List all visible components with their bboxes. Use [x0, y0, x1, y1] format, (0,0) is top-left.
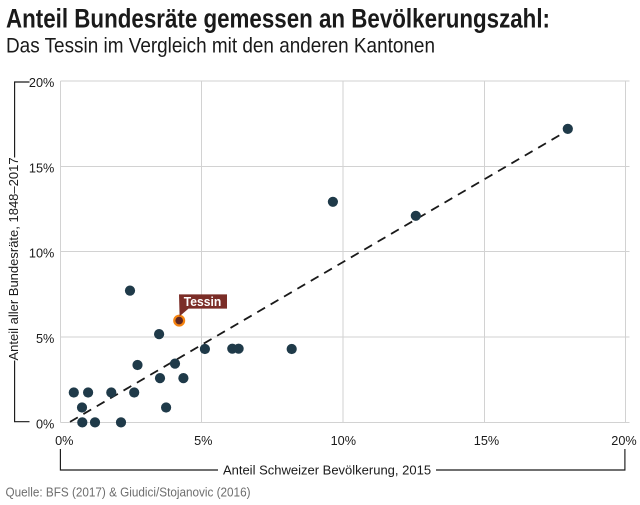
svg-text:5%: 5% [194, 434, 212, 448]
svg-text:Anteil Schweizer Bevölkerung,: Anteil Schweizer Bevölkerung, 2015 [223, 463, 431, 478]
svg-text:20%: 20% [29, 76, 54, 90]
svg-text:15%: 15% [29, 161, 54, 175]
svg-text:Das Tessin im Vergleich mit de: Das Tessin im Vergleich mit den anderen … [6, 35, 435, 58]
svg-text:10%: 10% [29, 247, 54, 261]
svg-text:Quelle: BFS (2017) & Giudici/S: Quelle: BFS (2017) & Giudici/Stojanovic … [6, 486, 251, 500]
svg-text:Tessin: Tessin [184, 294, 222, 309]
svg-text:0%: 0% [36, 417, 54, 431]
svg-text:0%: 0% [55, 434, 73, 448]
svg-text:20%: 20% [611, 434, 636, 448]
svg-text:10%: 10% [331, 434, 356, 448]
svg-text:Anteil Bundesräte gemessen an: Anteil Bundesräte gemessen an Bevölkerun… [6, 4, 550, 34]
svg-text:5%: 5% [36, 332, 54, 346]
svg-text:Anteil aller Bundesräte, 1848–: Anteil aller Bundesräte, 1848–2017 [6, 157, 21, 360]
svg-text:15%: 15% [474, 434, 499, 448]
